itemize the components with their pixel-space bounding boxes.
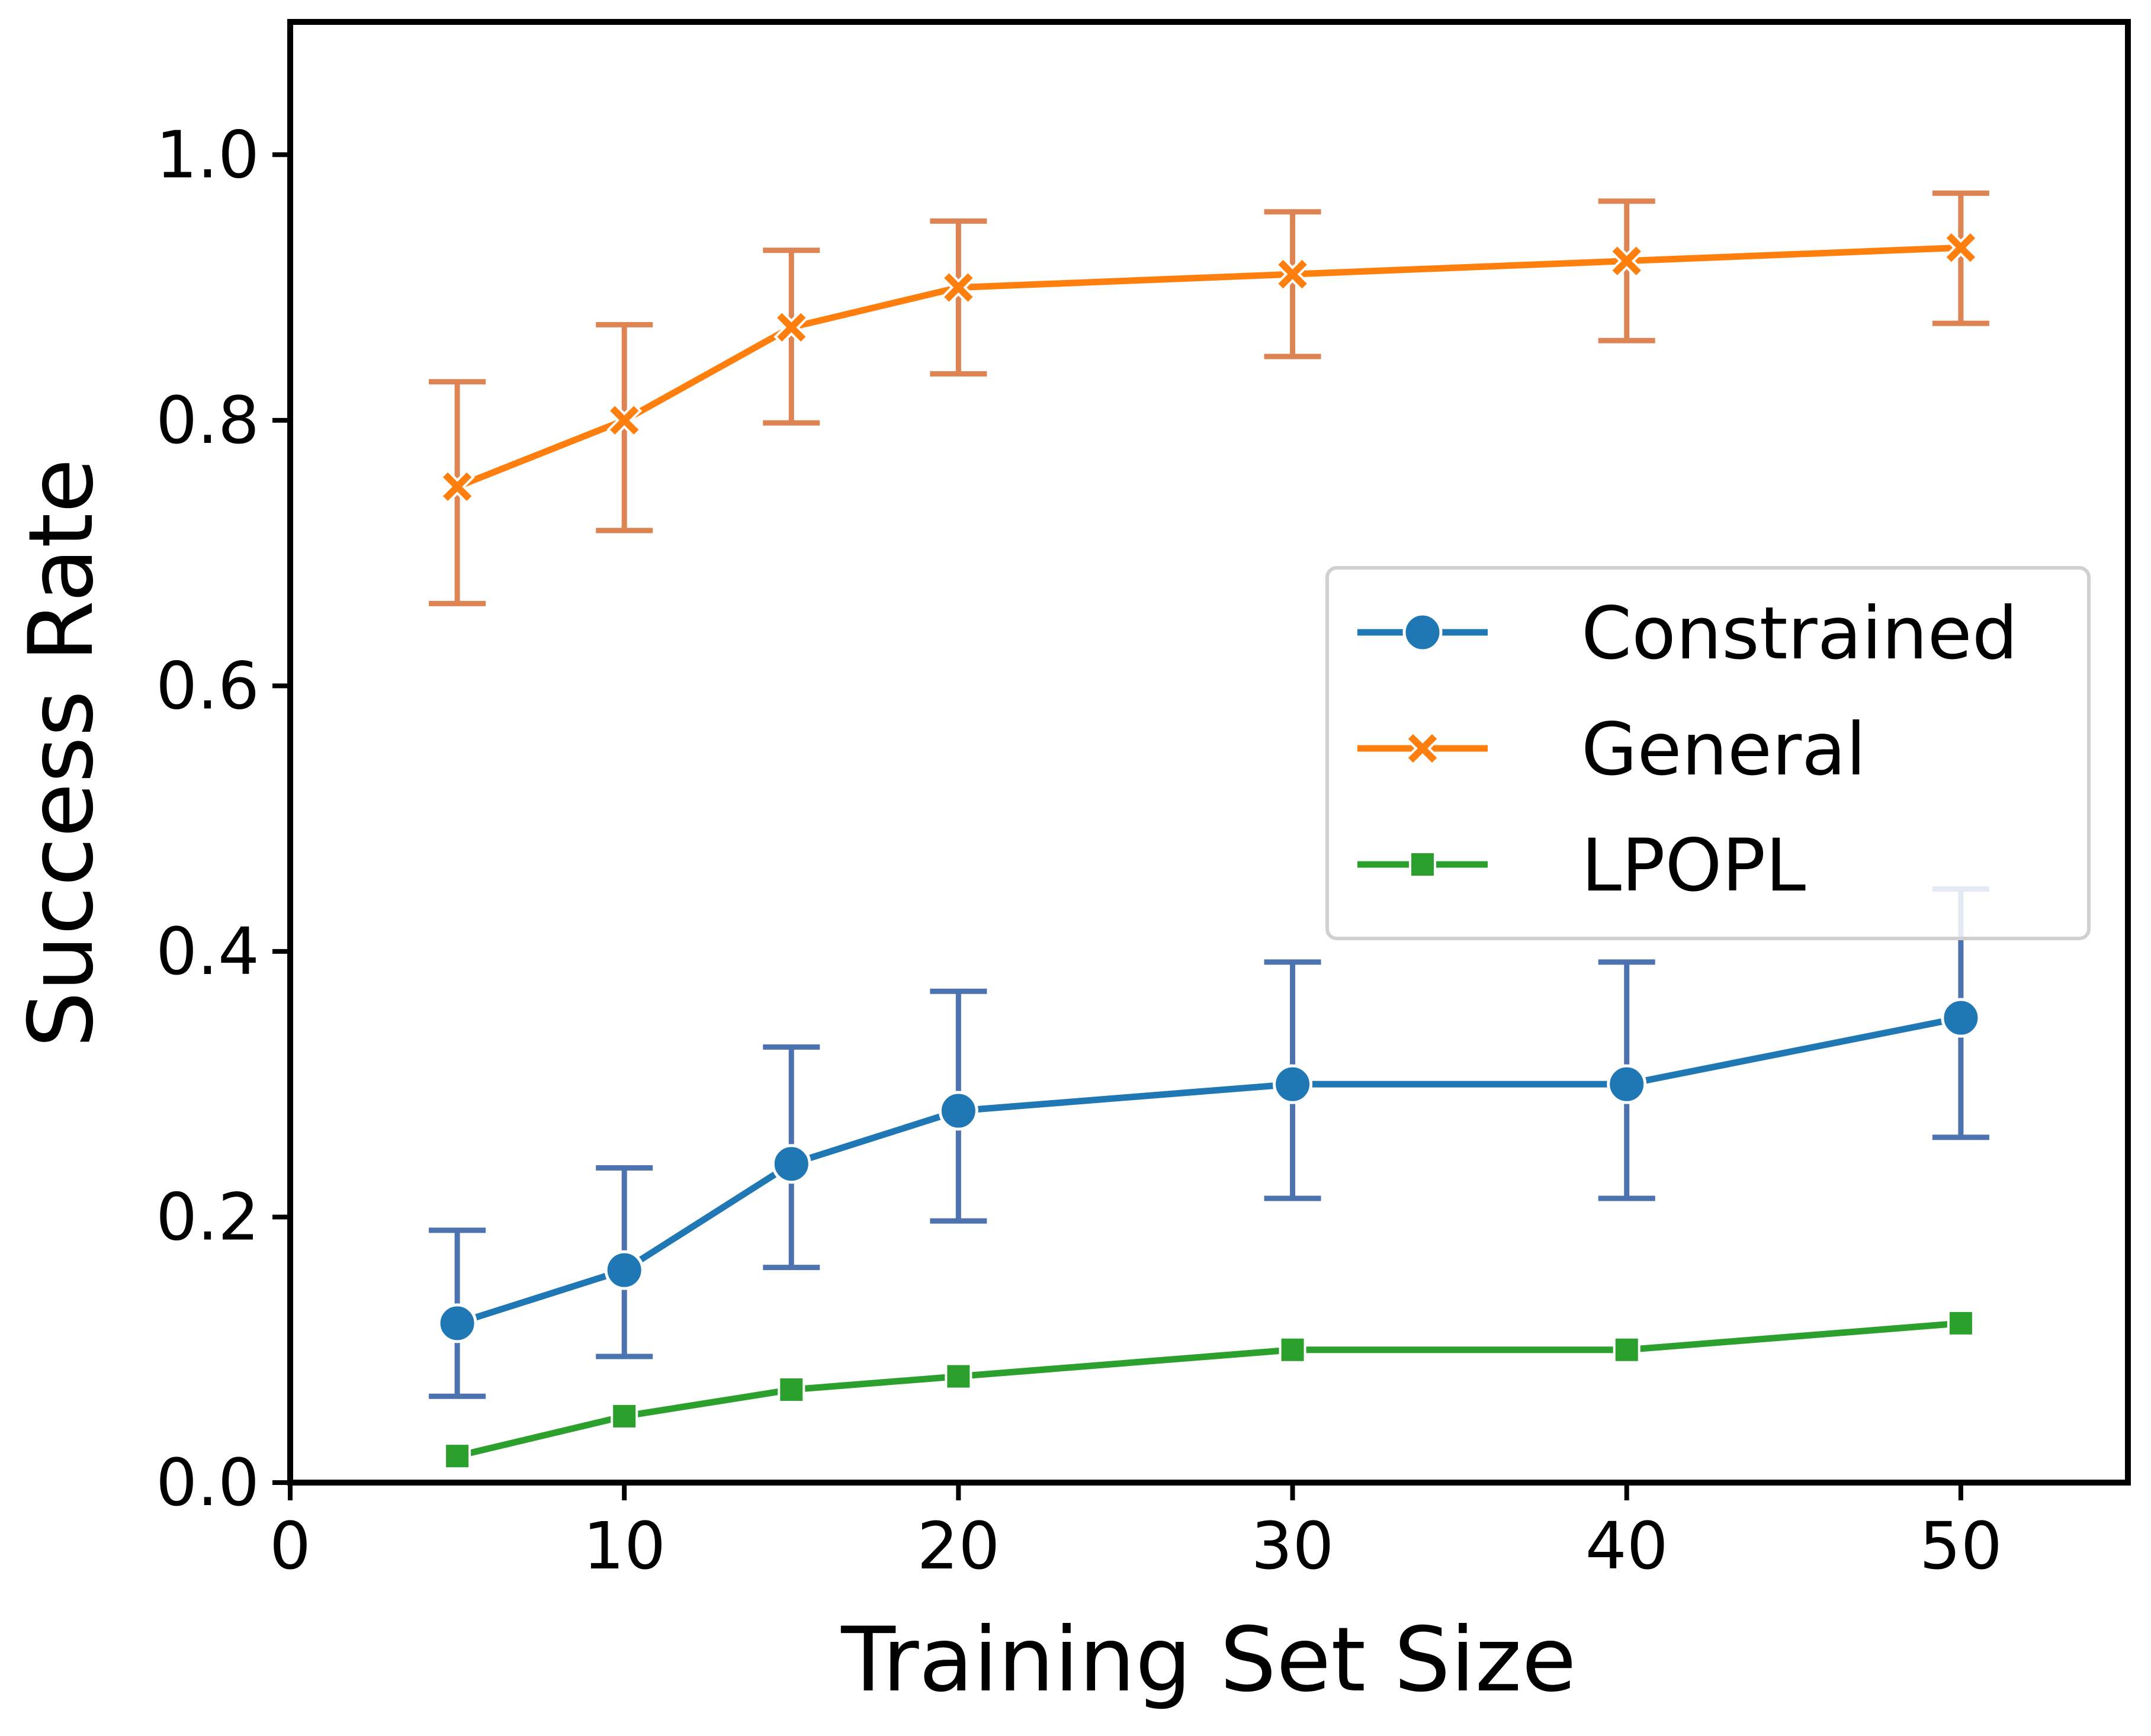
series-markers-layer — [437, 230, 1981, 1470]
constrained-point — [1941, 998, 1981, 1038]
legend-box — [1325, 566, 2091, 940]
general-point — [1274, 256, 1311, 292]
y-tick-label: 0.6 — [156, 648, 259, 724]
general-point — [606, 402, 643, 438]
y-tick-label: 0.2 — [156, 1179, 259, 1255]
general-point — [773, 309, 810, 345]
legend-general-marker — [1405, 731, 1440, 766]
legend-constrained-label: Constrained — [1581, 591, 2018, 676]
plot-frame — [287, 19, 2131, 1486]
constrained-point — [604, 1250, 644, 1290]
y-tick-label: 0.8 — [156, 382, 259, 458]
x-axis-label: Training Set Size — [840, 1609, 1576, 1712]
legend-lpopl-label: LPOPL — [1581, 824, 1806, 908]
general-point — [439, 469, 475, 504]
lpopl-point — [778, 1376, 805, 1404]
legend: Constrained General LPOPL — [1325, 566, 2091, 940]
x-tick-label: 40 — [1585, 1508, 1668, 1584]
lpopl-point — [1947, 1309, 1975, 1337]
legend-constrained-marker — [1402, 612, 1443, 652]
lpopl-point — [611, 1402, 638, 1430]
lpopl-point — [1279, 1336, 1306, 1364]
y-tick-label: 0.0 — [156, 1445, 259, 1520]
lpopl-point — [444, 1442, 471, 1470]
y-tick-label: 1.0 — [156, 117, 259, 192]
x-tick-label: 0 — [269, 1508, 311, 1584]
x-tick-label: 50 — [1919, 1508, 2002, 1584]
y-tick-label: 0.4 — [156, 914, 259, 989]
x-tick-label: 20 — [917, 1508, 1000, 1584]
constrained-point — [771, 1144, 811, 1184]
constrained-point — [1607, 1064, 1647, 1104]
lpopl-point — [1613, 1336, 1640, 1364]
x-axis: 0 10 20 30 40 50 — [269, 1483, 2002, 1584]
general-point — [1609, 243, 1645, 279]
legend-general-label: General — [1581, 708, 1866, 792]
y-axis-label: Success Rate — [10, 458, 113, 1047]
general-point — [1943, 230, 1979, 266]
x-tick-label: 30 — [1251, 1508, 1334, 1584]
lpopl-point — [945, 1362, 972, 1390]
constrained-point — [1273, 1064, 1313, 1104]
general-point — [940, 269, 977, 306]
constrained-point — [938, 1091, 978, 1131]
x-tick-label: 10 — [583, 1508, 666, 1584]
legend-lpopl-marker — [1409, 851, 1436, 878]
constrained-point — [437, 1303, 477, 1343]
y-axis: 0.0 0.2 0.4 0.6 0.8 1.0 — [156, 117, 290, 1520]
